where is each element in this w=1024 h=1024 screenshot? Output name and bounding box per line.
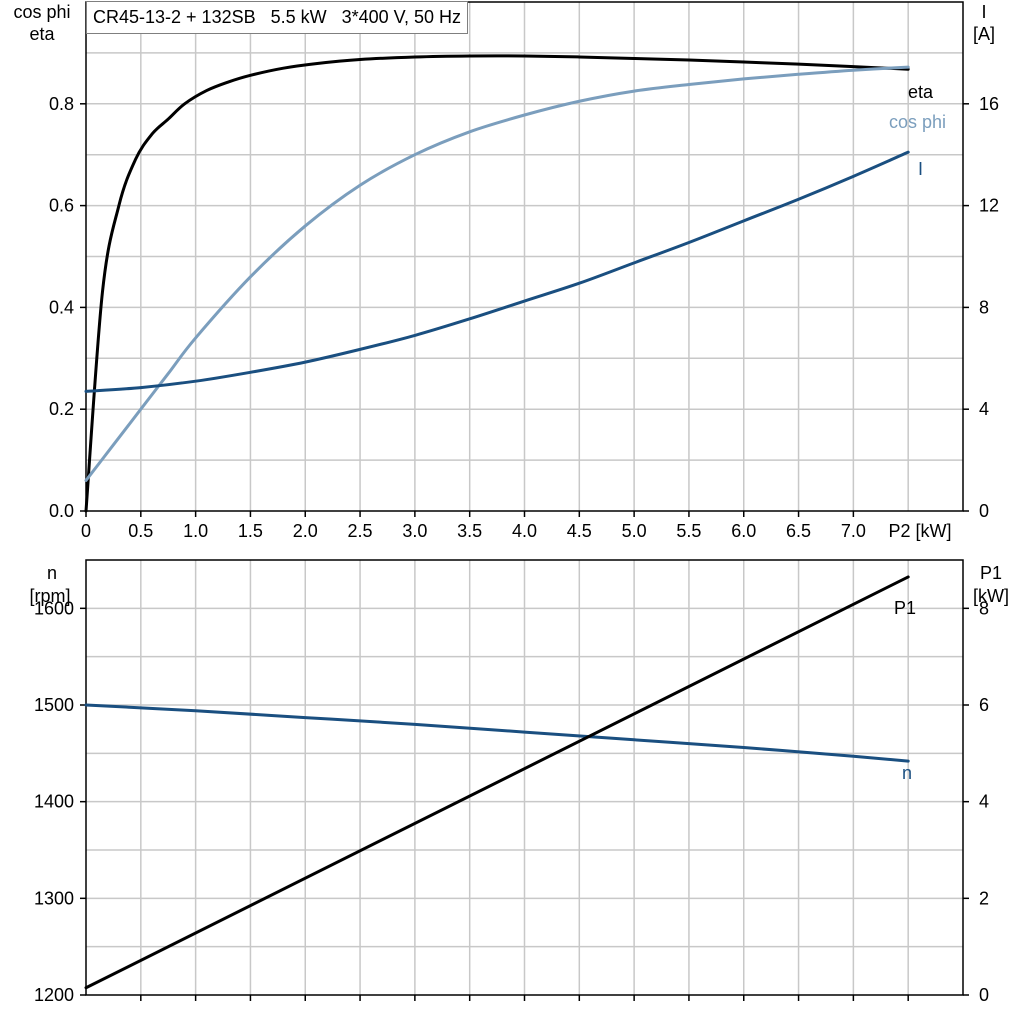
y-right-tick-label: 4 — [979, 399, 989, 419]
p1-series-label: P1 — [894, 598, 916, 618]
x-tick-label: 4.0 — [512, 521, 537, 541]
x-tick-label: 2.0 — [293, 521, 318, 541]
bottom-y-left-label-line2: [rpm] — [29, 586, 70, 606]
top-x-axis-label: P2 [kW] — [888, 521, 951, 541]
y-right-tick-label: 12 — [979, 196, 999, 216]
y-right-tick-label: 0 — [979, 985, 989, 1005]
x-tick-label: 5.0 — [622, 521, 647, 541]
series-line-cos-phi — [84, 65, 910, 482]
top-y-right-label-line2: [A] — [973, 24, 995, 44]
y-left-tick-label: 1400 — [34, 792, 74, 812]
x-tick-label: 0.5 — [128, 521, 153, 541]
top-y-right-label-line1: I — [981, 2, 986, 22]
y-left-tick-label: 0.0 — [49, 501, 74, 521]
top-plot: 0.0 0.2 0.4 0.6 0.8 0 4 8 12 16 0 0.5 1.0 1.5 2.0 2.5 3.… — [49, 1, 999, 541]
y-right-tick-label: 2 — [979, 888, 989, 908]
y-right-tick-label: 0 — [979, 501, 989, 521]
series-line-eta — [84, 54, 910, 513]
x-tick-label: 3.0 — [402, 521, 427, 541]
series-line-p1 — [84, 575, 910, 990]
y-right-tick-label: 6 — [979, 695, 989, 715]
x-tick-label: 3.5 — [457, 521, 482, 541]
eta-series-label: eta — [908, 82, 934, 102]
x-tick-label: 6.5 — [786, 521, 811, 541]
y-left-tick-label: 0.4 — [49, 297, 74, 317]
y-right-tick-label: 4 — [979, 792, 989, 812]
y-left-tick-label: 1600 — [34, 598, 74, 618]
cos-phi-series-label: cos phi — [889, 112, 946, 132]
x-tick-label: 1.0 — [183, 521, 208, 541]
bottom-y-right-label-line2: [kW] — [973, 586, 1009, 606]
y-right-tick-label: 8 — [979, 297, 989, 317]
top-y-left-label-line1: cos phi — [13, 2, 70, 22]
y-left-tick-label: 1500 — [34, 695, 74, 715]
chart-title: CR45-13-2 + 132SB 5.5 kW 3*400 V, 50 Hz — [86, 1, 469, 34]
x-tick-label: 0 — [81, 521, 91, 541]
top-y-left-label-line2: eta — [29, 24, 55, 44]
x-tick-label: 7.0 — [841, 521, 866, 541]
y-left-tick-label: 1200 — [34, 985, 74, 1005]
y-right-tick-label: 8 — [979, 598, 989, 618]
x-tick-label: 5.5 — [676, 521, 701, 541]
series-line-i — [84, 150, 910, 393]
bottom-y-left-label-line1: n — [47, 563, 57, 583]
bottom-y-right-label-line1: P1 — [980, 563, 1002, 583]
series-line-n — [84, 703, 910, 763]
y-right-tick-label: 16 — [979, 94, 999, 114]
x-tick-label: 1.5 — [238, 521, 263, 541]
y-left-tick-label: 0.6 — [49, 196, 74, 216]
y-left-tick-label: 1300 — [34, 888, 74, 908]
bottom-plot: 1200 1300 1400 1500 1600 0 2 4 6 8 — [34, 559, 989, 1005]
speed-series-label: n — [902, 763, 912, 783]
x-tick-label: 2.5 — [348, 521, 373, 541]
x-tick-label: 4.5 — [567, 521, 592, 541]
current-series-label: I — [918, 159, 923, 179]
y-left-tick-label: 0.2 — [49, 399, 74, 419]
x-tick-label: 6.0 — [731, 521, 756, 541]
y-left-tick-label: 0.8 — [49, 94, 74, 114]
